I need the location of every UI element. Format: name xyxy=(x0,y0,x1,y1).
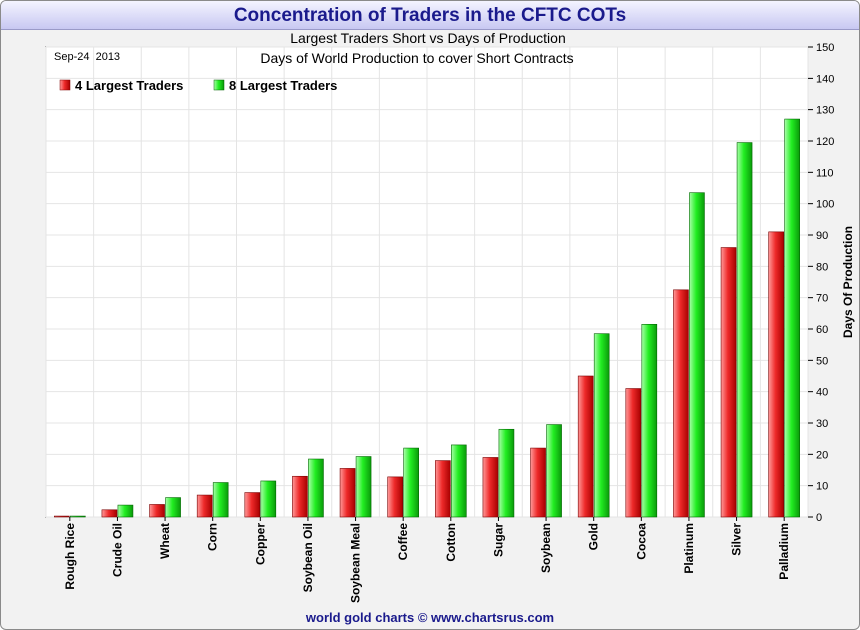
title-bar: Concentration of Traders in the CFTC COT… xyxy=(1,1,859,30)
x-category-label: Copper xyxy=(253,523,267,565)
bar-8-largest-soybean-meal xyxy=(355,456,372,518)
bar-4-largest-palladium xyxy=(768,231,784,518)
y-tick-label: 0 xyxy=(816,512,822,524)
bar-4-largest-corn xyxy=(196,494,213,518)
x-category-label: Coffee xyxy=(396,523,410,561)
legend-swatch-4-largest xyxy=(59,79,71,91)
bar-8-largest-soybean xyxy=(546,424,562,518)
y-tick-label: 140 xyxy=(816,73,834,85)
footer-credit: world gold charts © www.chartsrus.com xyxy=(305,610,555,625)
x-category-label: Gold xyxy=(587,523,601,550)
legend-swatch-8-largest xyxy=(213,79,225,91)
chart-title: Largest Traders Short vs Days of Product… xyxy=(290,30,565,46)
bar-4-largest-gold xyxy=(577,375,594,518)
y-tick-label: 10 xyxy=(816,481,828,493)
y-tick-label: 20 xyxy=(816,449,828,461)
x-category-label: Wheat xyxy=(158,523,172,559)
x-category-label: Soybean Oil xyxy=(301,523,315,592)
bar-8-largest-crude-oil xyxy=(117,504,134,518)
x-category-label: Rough Rice xyxy=(63,523,77,590)
bar-8-largest-coffee xyxy=(403,447,419,518)
bar-4-largest-rough-rice xyxy=(54,515,70,518)
y-axis-ticks: 0 10 20 30 40 50 60 70 80 90 100 110 120 130 140 150 xyxy=(808,42,834,524)
x-category-label: Silver xyxy=(730,523,744,556)
y-tick-label: 30 xyxy=(816,418,828,430)
bar-8-largest-sugar xyxy=(498,428,515,518)
x-category-label: Cocoa xyxy=(634,523,648,560)
bar-4-largest-crude-oil xyxy=(101,509,118,518)
bar-8-largest-copper xyxy=(260,480,277,518)
bar-4-largest-sugar xyxy=(482,457,499,518)
y-tick-label: 90 xyxy=(816,230,828,242)
bar-4-largest-platinum xyxy=(673,289,689,518)
y-tick-label: 60 xyxy=(816,324,828,336)
bar-4-largest-cotton xyxy=(435,460,451,518)
x-category-label: Crude Oil xyxy=(110,523,124,577)
x-category-label: Soybean Meal xyxy=(349,523,363,603)
bar-8-largest-platinum xyxy=(689,192,705,518)
y-tick-label: 120 xyxy=(816,136,834,148)
x-category-label: Platinum xyxy=(682,523,696,574)
bar-4-largest-soybean xyxy=(530,447,546,518)
bar-8-largest-palladium xyxy=(784,118,800,518)
bar-4-largest-coffee xyxy=(387,476,403,518)
y-tick-label: 110 xyxy=(816,167,834,179)
x-category-label: Cotton xyxy=(444,523,458,562)
bar-4-largest-silver xyxy=(720,247,737,518)
y-tick-label: 40 xyxy=(816,387,828,399)
y-tick-label: 80 xyxy=(816,261,828,273)
bar-8-largest-rough-rice xyxy=(70,515,86,518)
bars xyxy=(54,118,800,518)
bar-8-largest-soybean-oil xyxy=(308,458,324,518)
bar-8-largest-silver xyxy=(736,142,753,518)
y-tick-label: 150 xyxy=(816,42,834,54)
x-category-label: Soybean xyxy=(539,523,553,573)
y-tick-label: 70 xyxy=(816,293,828,305)
date-label: Sep-24 2013 xyxy=(54,51,120,63)
bar-4-largest-soybean-meal xyxy=(339,468,356,518)
legend: 4 Largest Traders 8 Largest Traders xyxy=(59,78,337,93)
legend-label-4-largest: 4 Largest Traders xyxy=(75,78,183,93)
x-axis-labels: Rough Rice Crude Oil Wheat Corn Copper Soybea… xyxy=(63,517,791,603)
bar-8-largest-gold xyxy=(593,333,610,518)
y-tick-label: 130 xyxy=(816,105,834,117)
y-tick-label: 50 xyxy=(816,355,828,367)
chart-subtitle: Days of World Production to cover Short … xyxy=(260,50,573,66)
bar-4-largest-wheat xyxy=(149,504,165,518)
y-tick-label: 100 xyxy=(816,199,834,211)
bar-4-largest-copper xyxy=(244,492,261,518)
y-axis-label: Days Of Production xyxy=(841,226,855,338)
bar-4-largest-cocoa xyxy=(625,388,642,518)
bar-8-largest-cocoa xyxy=(641,323,658,518)
bar-8-largest-corn xyxy=(212,482,229,518)
x-category-label: Corn xyxy=(206,523,220,551)
main-title: Concentration of Traders in the CFTC COT… xyxy=(233,5,627,26)
x-category-label: Sugar xyxy=(491,523,505,557)
bar-4-largest-soybean-oil xyxy=(292,475,308,518)
bar-8-largest-wheat xyxy=(165,497,181,518)
legend-label-8-largest: 8 Largest Traders xyxy=(229,78,337,93)
x-category-label: Palladium xyxy=(777,523,791,580)
bar-8-largest-cotton xyxy=(451,444,467,518)
